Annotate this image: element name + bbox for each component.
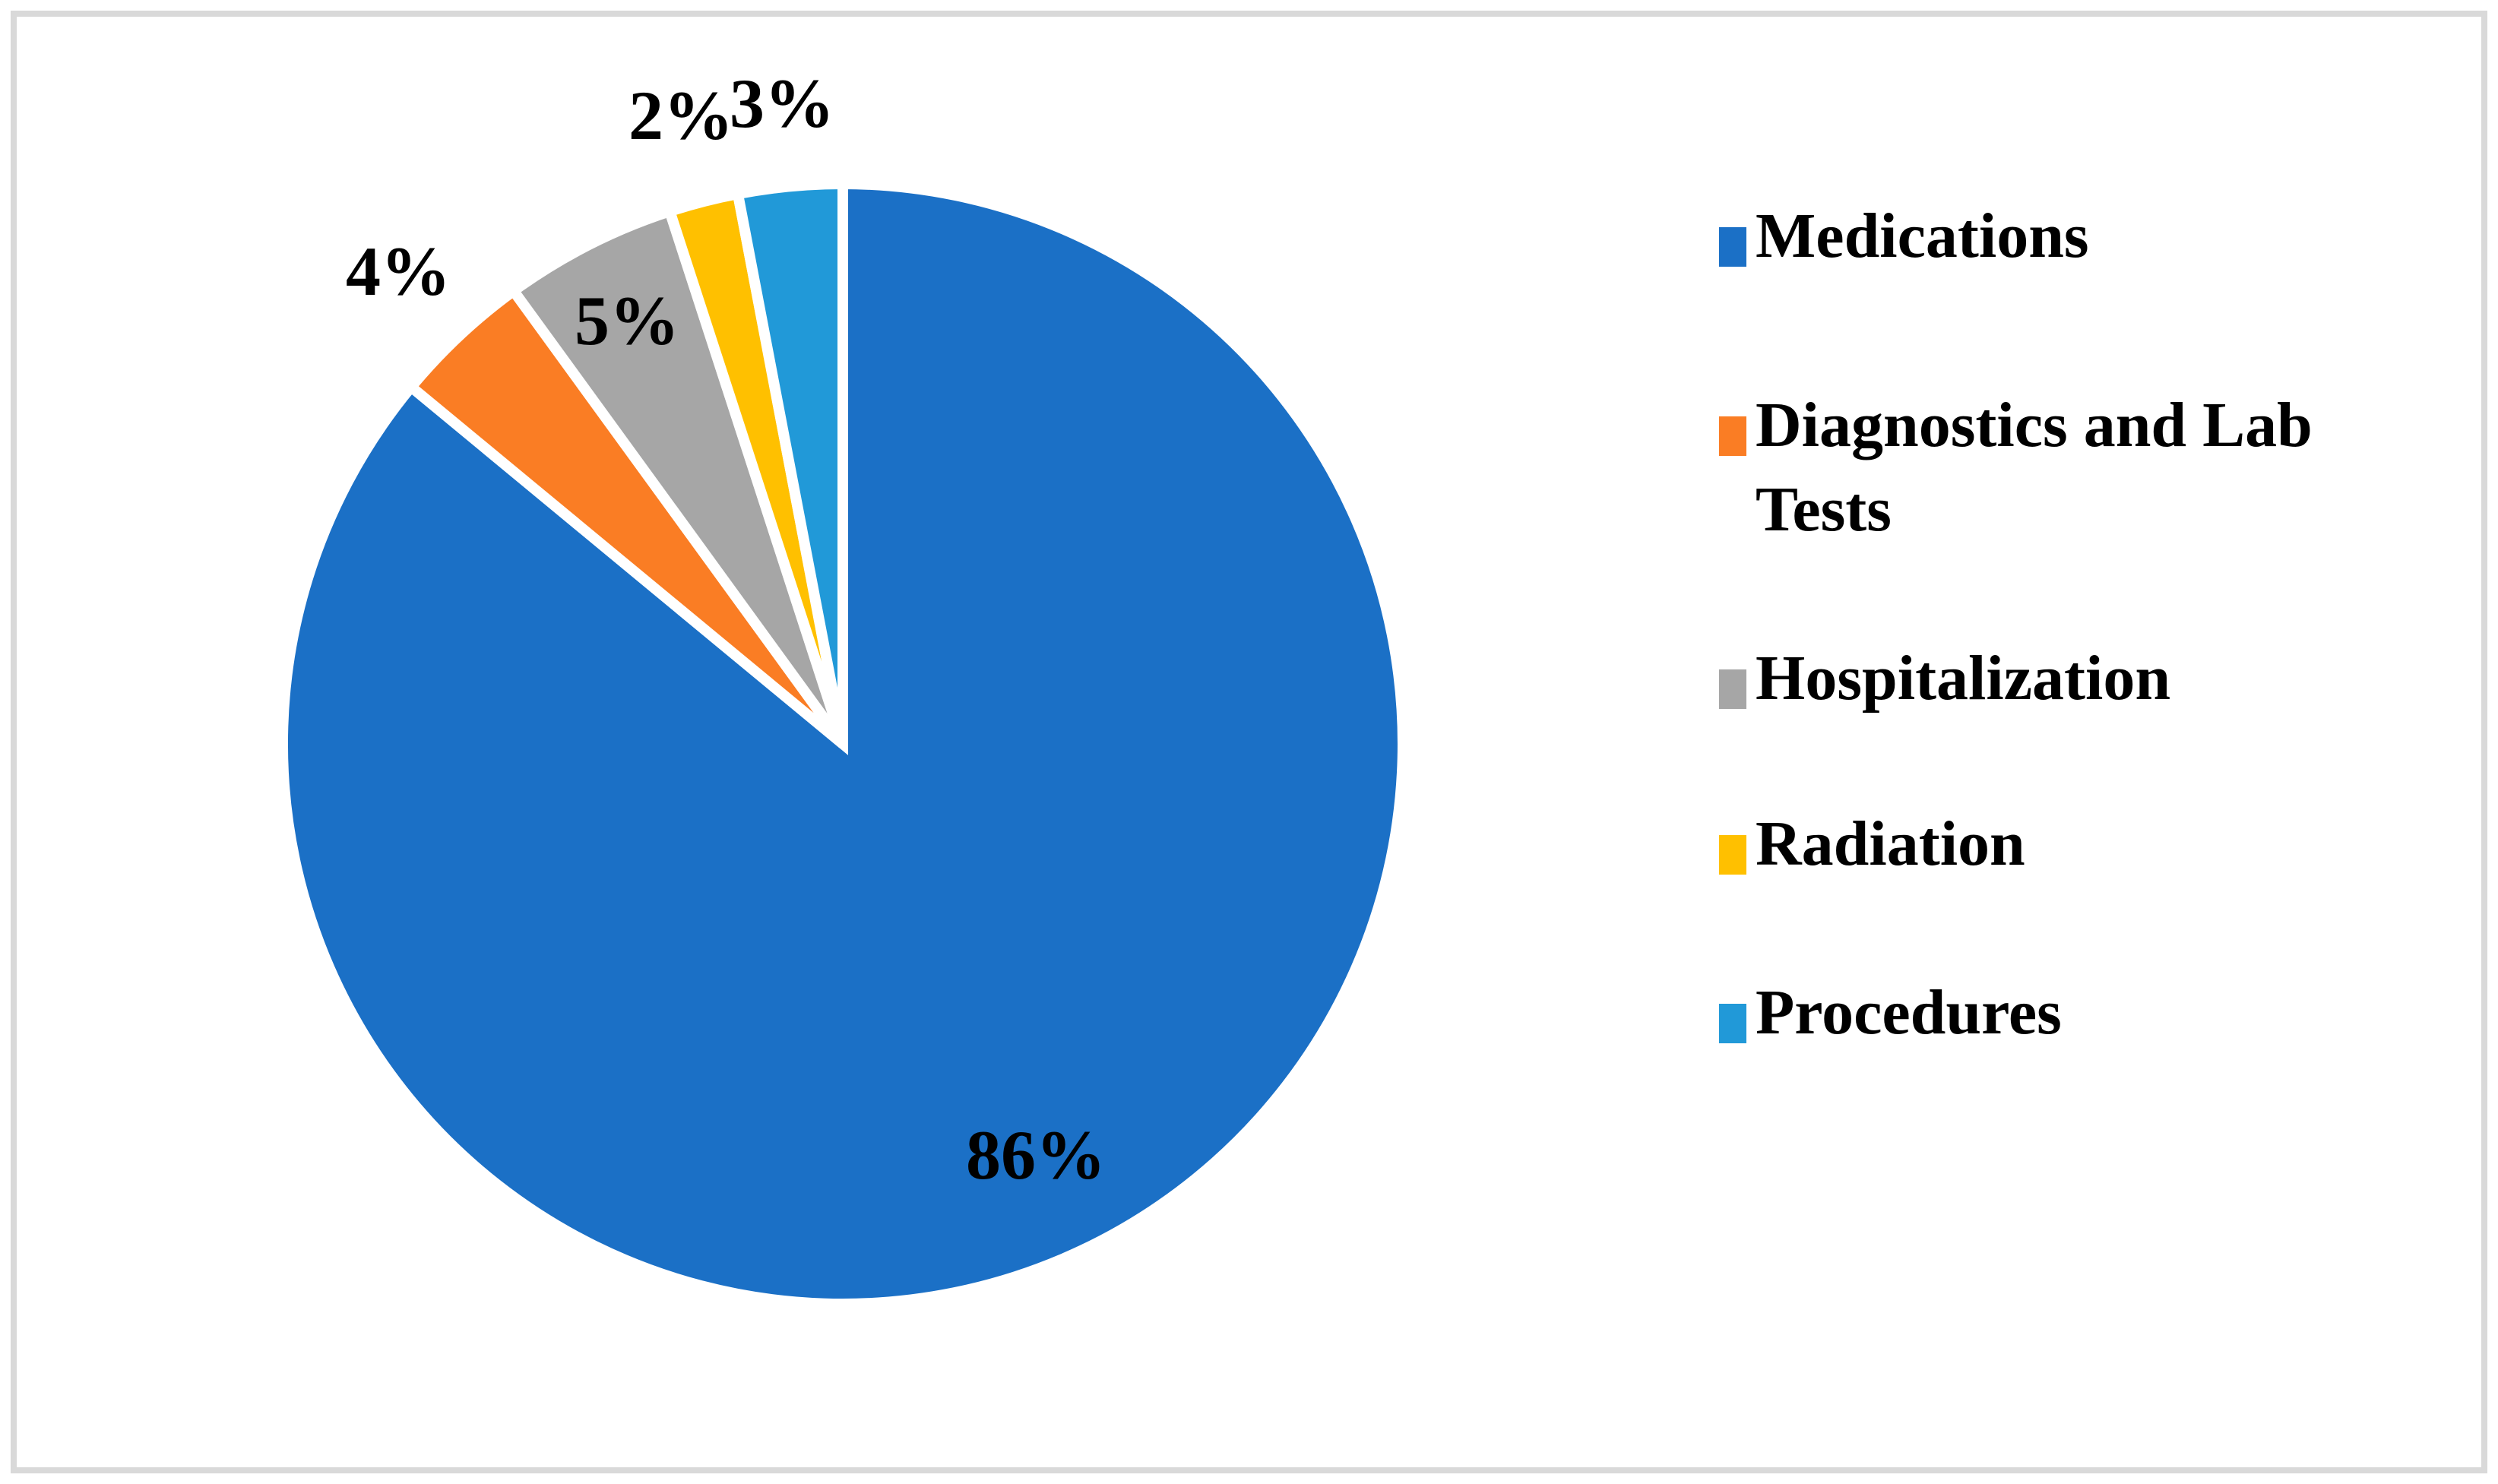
legend-item-medications: Medications: [1719, 194, 2089, 278]
legend-item-diagnostics-and-lab-tests: Diagnostics and Lab Tests: [1719, 383, 2313, 552]
pie-label-radiation: 2%: [628, 77, 733, 154]
legend-label-hospitalization: Hospitalization: [1756, 643, 2171, 714]
legend-item-radiation: Radiation: [1719, 802, 2025, 886]
legend-label-medications: Medications: [1756, 201, 2089, 271]
legend-marker-diagnostics-and-lab-tests: [1719, 416, 1746, 456]
legend-marker-hospitalization: [1719, 669, 1746, 709]
legend-item-hospitalization: Hospitalization: [1719, 636, 2170, 720]
legend-item-procedures: Procedures: [1719, 970, 2062, 1055]
legend-label-radiation: Radiation: [1756, 808, 2025, 879]
legend-marker-procedures: [1719, 1004, 1746, 1043]
legend-label-procedures: Procedures: [1756, 977, 2062, 1048]
pie-label-medications: 86%: [966, 1116, 1106, 1194]
pie-label-procedures: 3%: [730, 65, 834, 142]
legend-marker-medications: [1719, 227, 1746, 267]
pie-slice-procedures: [731, 178, 848, 745]
pie-label-diagnostics-and-lab-tests: 4%: [346, 233, 451, 310]
pie-slice-hospitalization: [506, 204, 848, 748]
legend-marker-radiation: [1719, 835, 1746, 875]
pie-label-hospitalization: 5%: [575, 282, 679, 359]
legend-label-diagnostics-and-lab-tests: Diagnostics and Lab Tests: [1756, 390, 2313, 545]
